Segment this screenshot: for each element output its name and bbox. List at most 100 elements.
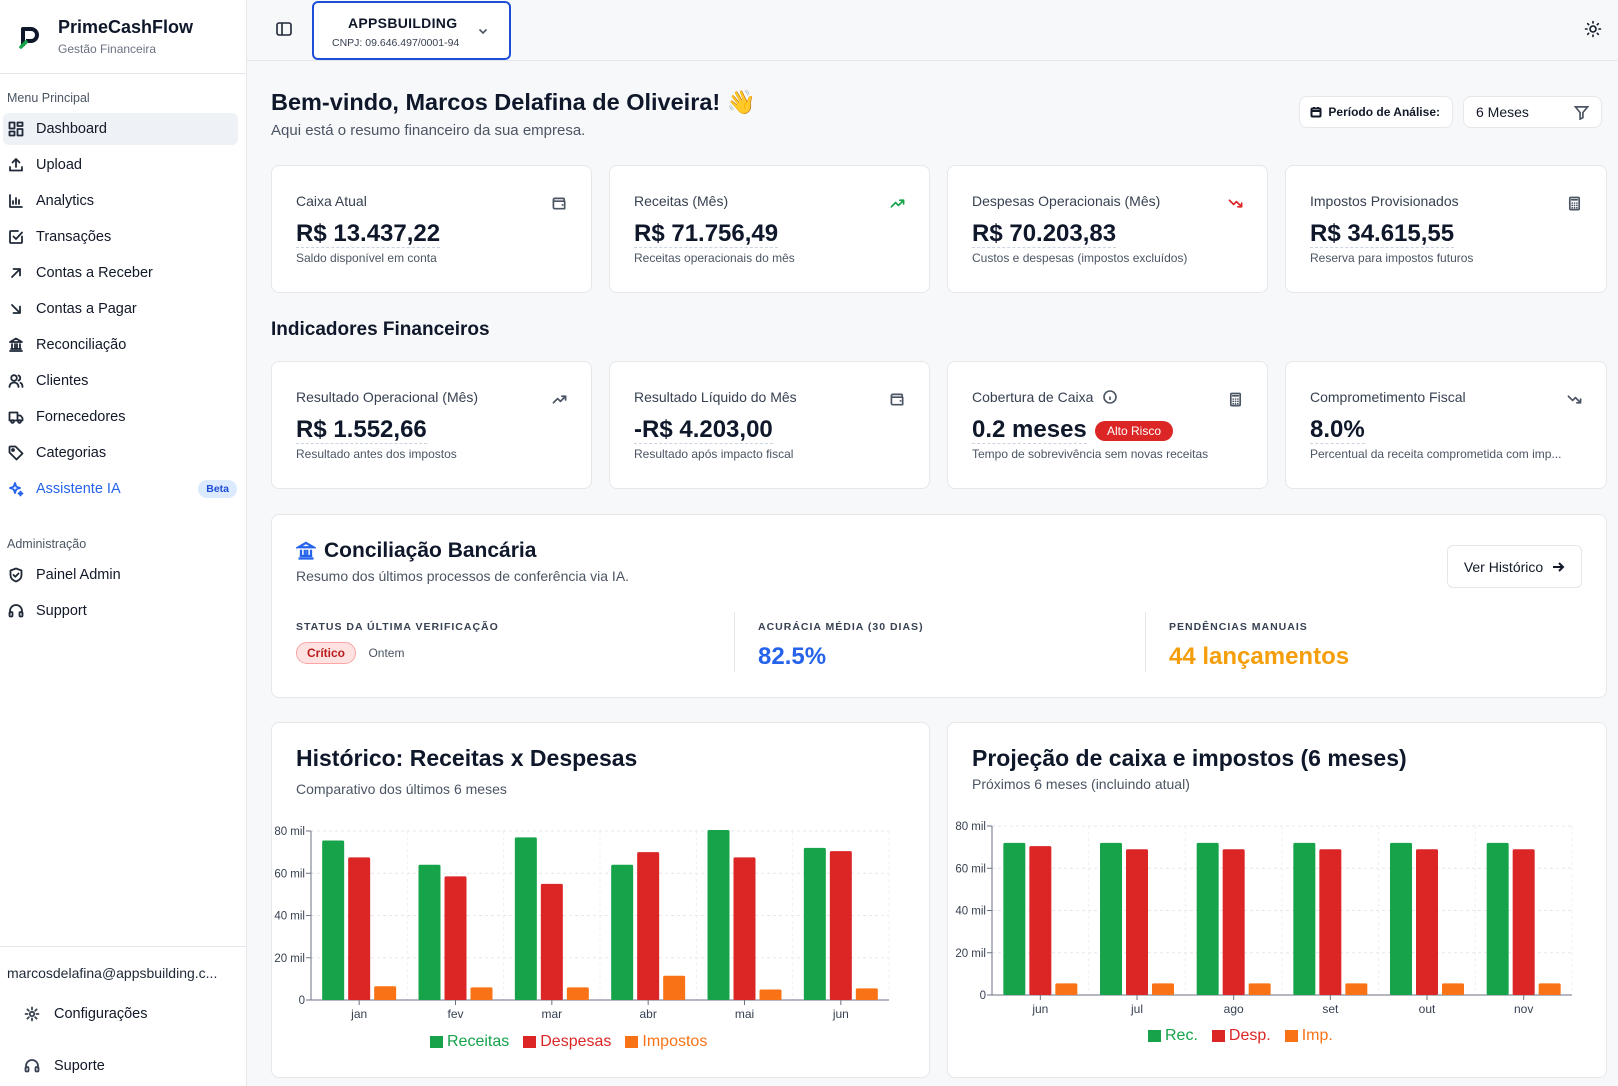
accuracy-label: ACURÁCIA MÉDIA (30 DIAS) [758,621,924,633]
bar-rec [1390,842,1412,995]
legend-label: Desp. [1228,1027,1271,1044]
kpi-subtitle: Resultado antes dos impostos [296,447,457,461]
bar-impostos [566,987,589,1000]
chart-card-projecao: Projeção de caixa e impostos (6 meses) P… [947,722,1607,1078]
sidebar-item-clientes[interactable]: Clientes [3,365,238,397]
sidebar-item-assistente-ia[interactable]: Assistente IA Beta [3,473,238,505]
bar-desp [1319,849,1342,995]
legend-swatch [523,1036,537,1048]
bar-despesas [348,857,371,1000]
sidebar-item-label: Clientes [36,373,89,389]
info-icon[interactable] [1103,390,1117,404]
period-label: Período de Análise: [1299,96,1453,128]
topbar: APPSBUILDING CNPJ: 09.646.497/0001-94 [247,0,1618,61]
trending-down-icon [1228,199,1243,208]
sidebar-item-fornecedores[interactable]: Fornecedores [3,401,238,433]
status-label: STATUS DA ÚLTIMA VERIFICAÇÃO [296,621,499,633]
divider [1145,612,1146,672]
kpi-title: Resultado Líquido do Mês [634,389,797,405]
legend-item[interactable]: Desp. [1211,1027,1271,1045]
sun-icon[interactable] [1584,20,1602,38]
sidebar-item-label: Contas a Receber [36,265,153,281]
sidebar-toggle-icon[interactable] [275,20,293,38]
kpi-subtitle: Reserva para impostos futuros [1310,251,1474,265]
sidebar-item-contas-pagar[interactable]: Contas a Pagar [3,293,238,325]
x-tick-label: nov [1514,1002,1533,1016]
x-tick-label: jun [1031,1002,1048,1016]
period-select[interactable]: 6 Meses [1463,96,1602,128]
sidebar-item-support[interactable]: Support [3,595,238,627]
sidebar-item-label: Upload [36,157,82,173]
sidebar-item-contas-receber[interactable]: Contas a Receber [3,257,238,289]
reconciliation-title: Conciliação Bancária [296,539,536,563]
wallet-icon [552,197,566,210]
indicator-card-comprometimento-fiscal: Comprometimento Fiscal 8.0% Percentual d… [1285,361,1607,489]
sidebar-item-reconciliacao[interactable]: Reconciliação [3,329,238,361]
legend-item[interactable]: Receitas [430,1033,509,1051]
brand[interactable]: PrimeCashFlow Gestão Financeira [0,0,246,74]
sidebar-item-transacoes[interactable]: Transações [3,221,238,253]
kpi-subtitle: Receitas operacionais do mês [634,251,795,265]
kpi-value: R$ 71.756,49 [634,220,779,249]
bar-receitas [418,864,441,1000]
user-email[interactable]: marcosdelafina@appsbuilding.c... [7,965,218,981]
bar-rec [1196,842,1219,995]
reconciliation-subtitle: Resumo dos últimos processos de conferên… [296,568,630,584]
bar-impostos [470,987,493,1000]
welcome-subtitle: Aqui está o resumo financeiro da sua emp… [271,122,586,139]
bar-despesas [733,857,756,1000]
chart-legend: Receitas Despesas Impostos [430,1033,707,1051]
sidebar-item-categorias[interactable]: Categorias [3,437,238,469]
pending-value: 44 lançamentos [1169,643,1350,670]
legend-label: Imp. [1301,1027,1333,1044]
chevron-down-icon [478,28,488,35]
chart-card-historico: Histórico: Receitas x Despesas Comparati… [271,722,930,1078]
sidebar-item-label: Painel Admin [36,567,121,583]
legend-item[interactable]: Rec. [1148,1027,1198,1045]
sidebar-item-label: Support [36,603,87,619]
legend-swatch [430,1036,443,1048]
legend-item[interactable]: Imp. [1284,1027,1333,1045]
footer-item-configuracoes[interactable]: Configurações [0,997,246,1031]
legend-swatch [1148,1030,1161,1042]
sidebar-item-analytics[interactable]: Analytics [3,185,238,217]
risk-badge: Alto Risco [1095,421,1174,441]
bar-imp [1345,983,1368,995]
bar-receitas [514,837,537,1000]
sidebar-item-label: Dashboard [36,121,107,137]
kpi-subtitle: Resultado após impacto fiscal [634,447,794,461]
legend-item[interactable]: Despesas [523,1033,611,1051]
arrow-right-icon [1553,561,1565,572]
company-cnpj: CNPJ: 09.646.497/0001-94 [332,37,460,49]
legend-swatch [625,1036,639,1048]
calculator-icon [1568,196,1581,211]
divider [734,612,735,672]
y-tick-label: 80 mil [274,826,305,838]
wallet-icon [890,393,904,406]
chart-subtitle: Comparativo dos últimos 6 meses [296,781,507,797]
kpi-value: R$ 1.552,66 [296,416,427,445]
calculator-icon [1229,392,1242,407]
sidebar-item-dashboard[interactable]: Dashboard [3,113,238,145]
footer-item-suporte[interactable]: Suporte [0,1049,246,1083]
projecao-chart: 0 20 mil 40 mil 60 mil 80 mil jun jul ago set out… [955,821,1573,1016]
bar-impostos [663,975,686,1000]
bar-desp [1222,849,1245,995]
kpi-value: 8.0% [1310,416,1365,445]
x-tick-label: jun [832,1007,849,1021]
checkbox-icon [9,230,23,244]
bar-desp [1126,849,1148,995]
kpi-title: Receitas (Mês) [634,193,729,209]
sidebar-item-painel-admin[interactable]: Painel Admin [3,559,238,591]
ver-historico-button[interactable]: Ver Histórico [1447,545,1582,588]
status-when: Ontem [368,646,405,660]
calendar-icon [1310,107,1322,118]
legend-swatch [1211,1030,1225,1042]
legend-item[interactable]: Impostos [625,1033,707,1051]
bar-chart-icon [9,194,23,208]
company-selector[interactable]: APPSBUILDING CNPJ: 09.646.497/0001-94 [312,1,511,60]
reconciliation-card: Conciliação Bancária Resumo dos últimos … [271,514,1607,698]
sidebar-item-upload[interactable]: Upload [3,149,238,181]
x-tick-label: jul [1130,1002,1143,1016]
legend-label: Rec. [1165,1027,1198,1044]
